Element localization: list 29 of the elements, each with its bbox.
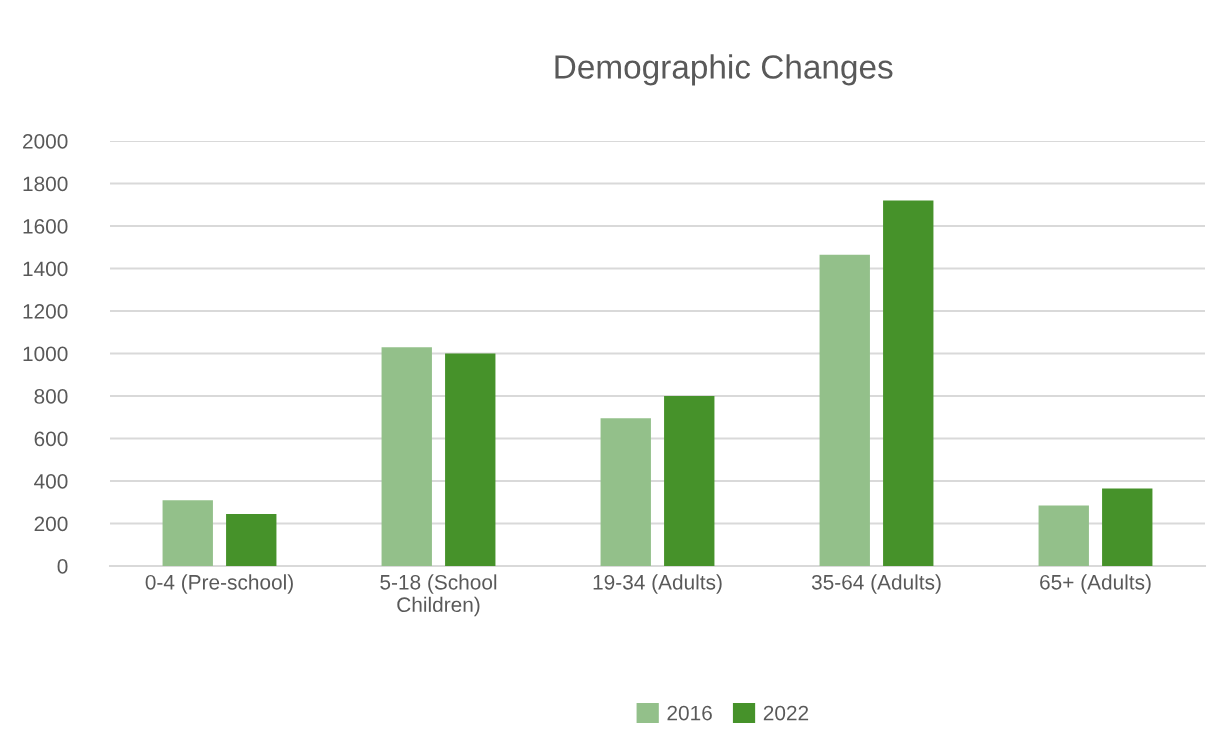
x-tick-label: 19-34 (Adults) [593,574,722,594]
bar [162,500,213,566]
y-tick-label: 1400 [23,261,68,277]
bar [226,513,277,566]
x-tick-label: 65+ (Adults) [1040,574,1151,594]
y-tick-label: 1000 [23,346,68,362]
x-tick-label: 5-18 (School Children) [380,574,497,617]
chart-title: Demographic Changes [555,54,893,86]
y-tick-label: 0 [57,559,68,574]
x-tick-label: 35-64 (Adults) [811,574,941,594]
bar [381,347,432,566]
bar [664,396,715,566]
y-tick-label: 2000 [23,134,68,149]
y-tick-label: 1200 [23,304,68,319]
y-tick-label: 200 [34,516,68,532]
bar [819,254,870,566]
y-tick-label: 400 [34,474,68,489]
bar [445,353,496,566]
y-tick-label: 800 [34,389,68,404]
bar [883,200,934,566]
y-tick-label: 1600 [23,219,68,234]
legend-label: 2016 [667,705,712,721]
x-tick-label: 0-4 (Pre-school) [145,574,293,594]
bar [600,418,651,566]
y-tick-label: 1800 [23,176,68,192]
legend-label: 2022 [763,705,809,721]
bar [1102,488,1153,566]
y-tick-label: 600 [34,431,68,447]
bar [1038,505,1089,566]
